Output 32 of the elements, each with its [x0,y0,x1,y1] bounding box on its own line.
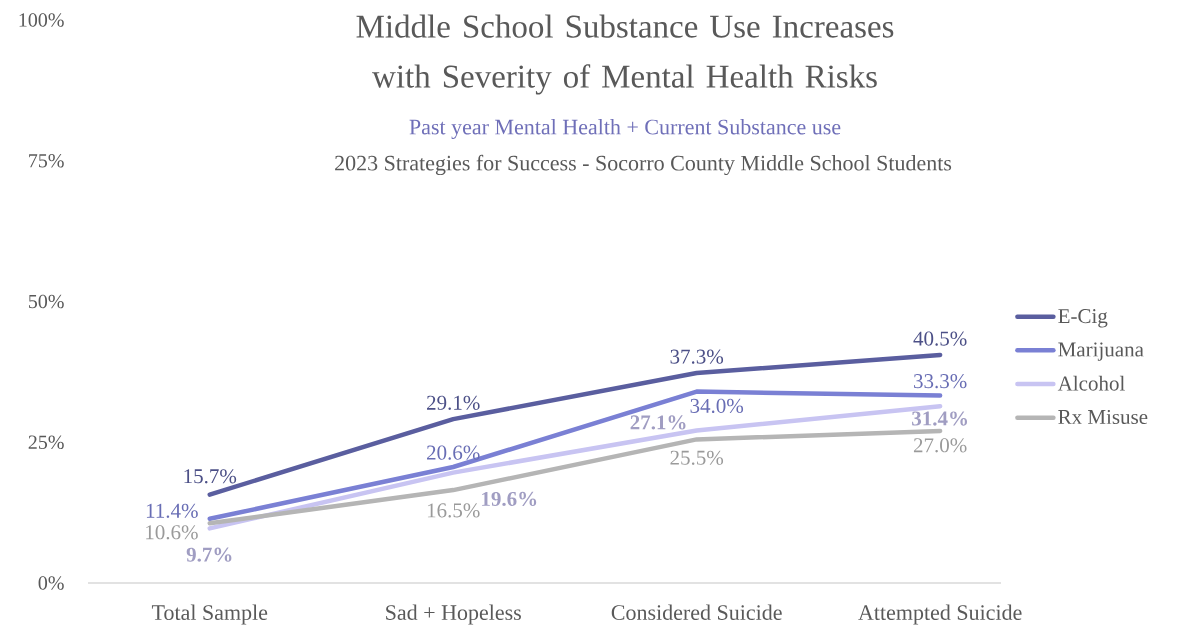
y-tick-label: 100% [19,13,64,27]
legend-label: Marijuana [1058,342,1144,361]
data-label: 37.3% [670,349,724,364]
legend-label: Rx Misuse [1058,409,1148,425]
text: Past year Mental Health + Current Substance use [409,118,841,139]
data-label: 16.5% [427,503,480,518]
data-label: 10.6% [146,525,198,540]
data-label: 40.5% [913,331,967,346]
x-tick-label: Attempted Suicide [858,604,1022,625]
y-tick-label: 0% [38,576,64,590]
legend-label: E-Cig [1058,309,1108,328]
data-label: 27.0% [913,438,967,453]
data-label: 20.6% [427,445,480,460]
data-label: 25.5% [670,450,724,465]
data-label: 15.7% [184,469,237,484]
data-label: 31.4% [912,411,968,426]
y-tick-label: 75% [29,153,64,168]
y-tick-label: 50% [28,294,64,309]
data-label: 27.1% [630,415,686,430]
data-label: 9.7% [186,547,232,562]
legend-label: Alcohol [1057,375,1125,391]
data-label: 34.0% [690,398,744,414]
x-tick-label: Total Sample [151,604,268,625]
data-label: 29.1% [427,395,480,410]
annotation: 2023 Strategies for Success - Socorro County Middle School Students [335,154,952,176]
data-label: 33.3% [914,374,967,389]
x-tick-label: Sad + Hopeless [386,604,521,625]
y-tick-label: 25% [28,435,64,450]
data-label: 11.4% [146,503,198,518]
text: Middle School Substance Use Increases with Severity of Mental Health Risks [356,14,894,95]
x-tick-label: Considered Suicide [611,604,782,620]
data-label: 19.6% [482,491,537,507]
